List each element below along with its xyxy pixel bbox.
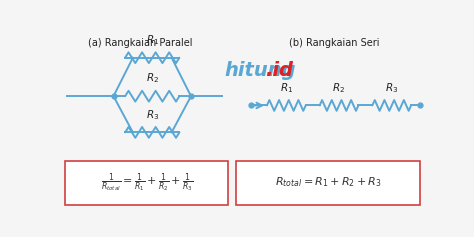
Text: (b) Rangkaian Seri: (b) Rangkaian Seri [289, 38, 380, 48]
Text: $R_2$: $R_2$ [332, 81, 346, 95]
Text: $R_1$: $R_1$ [146, 33, 159, 47]
Text: $R_2$: $R_2$ [146, 72, 159, 85]
Text: $\frac{1}{R_{total}} = \frac{1}{R_1} + \frac{1}{R_2} + \frac{1}{R_3}$: $\frac{1}{R_{total}} = \frac{1}{R_1} + \… [100, 171, 193, 194]
Text: $R_3$: $R_3$ [385, 81, 398, 95]
Text: hitung: hitung [224, 61, 296, 80]
Text: $R_{total} = R_1 + R_2 + R_3$: $R_{total} = R_1 + R_2 + R_3$ [275, 176, 382, 189]
Text: $R_1$: $R_1$ [280, 81, 293, 95]
FancyBboxPatch shape [236, 161, 420, 205]
Text: .id: .id [265, 61, 293, 80]
FancyBboxPatch shape [65, 161, 228, 205]
Text: $R_3$: $R_3$ [146, 108, 159, 122]
Text: (a) Rangkaian Paralel: (a) Rangkaian Paralel [88, 38, 193, 48]
